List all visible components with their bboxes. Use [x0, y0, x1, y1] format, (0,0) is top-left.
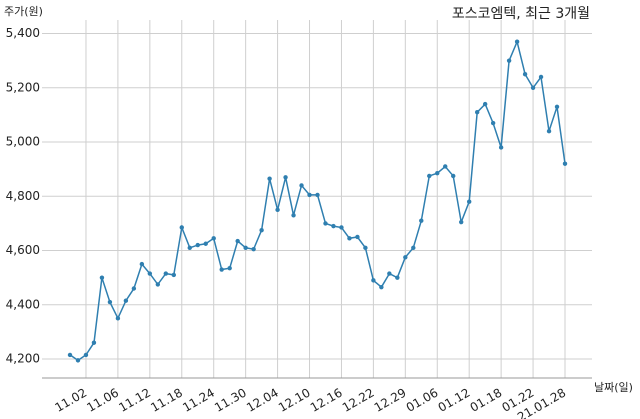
point [227, 265, 232, 271]
point [219, 267, 224, 272]
x-tick-label: 01.18 [468, 386, 505, 415]
point [363, 245, 368, 251]
point [163, 271, 169, 276]
y-tick-label: 4,600 [6, 243, 40, 257]
point [179, 225, 184, 230]
y-axis-label: 주가(원) [4, 5, 43, 18]
y-tick-label: 4,200 [6, 352, 40, 366]
point [451, 173, 456, 179]
x-tick-label: 12.22 [340, 386, 377, 415]
point [283, 175, 288, 180]
point [371, 278, 376, 283]
point [91, 340, 97, 345]
y-tick-label: 5,200 [6, 80, 40, 94]
x-tick-label: 11.24 [180, 386, 217, 415]
point [107, 299, 113, 305]
y-tick-label: 4,800 [6, 189, 40, 203]
point [331, 223, 336, 229]
point [139, 261, 145, 267]
x-tick-label: 11.18 [148, 386, 185, 415]
point [307, 192, 312, 198]
point [546, 128, 552, 134]
x-tick-label: 01.12 [436, 386, 473, 415]
point [291, 213, 296, 218]
point [387, 271, 392, 276]
point [323, 221, 328, 226]
point [427, 173, 432, 179]
point [67, 352, 73, 358]
point [459, 219, 464, 225]
point [482, 101, 488, 107]
point [419, 218, 424, 223]
y-tick-label: 4,400 [6, 297, 40, 311]
x-tick-label: 11.30 [212, 386, 249, 415]
point [339, 225, 344, 230]
y-tick-label: 5,400 [6, 26, 40, 40]
point [315, 192, 320, 198]
point [147, 271, 153, 276]
x-tick-label: 12.16 [308, 386, 345, 415]
x-tick-label: 11.06 [84, 386, 121, 415]
x-tick-label: 12.29 [372, 386, 409, 415]
point [275, 207, 280, 213]
chart-title: 포스코엠텍, 최근 3개월 [452, 6, 590, 22]
x-tick-label: 01.06 [404, 386, 441, 415]
point [379, 284, 384, 290]
x-tick-label: 11.12 [116, 386, 153, 415]
point [411, 245, 416, 251]
line [69, 39, 566, 362]
point [395, 275, 400, 280]
y-tick-label: 5,000 [6, 135, 40, 149]
point [123, 298, 129, 303]
point [115, 316, 121, 321]
point [131, 286, 137, 291]
point [403, 255, 408, 260]
point [490, 120, 496, 126]
point [498, 145, 504, 150]
point [211, 236, 216, 241]
point [355, 234, 360, 240]
point [75, 358, 81, 363]
point [474, 110, 480, 115]
point [195, 242, 200, 248]
point [243, 245, 248, 251]
point [538, 74, 544, 80]
point [235, 238, 240, 244]
point [259, 227, 264, 233]
point [506, 58, 512, 63]
point [171, 272, 176, 278]
x-tick-label: 11.02 [52, 386, 89, 415]
point [267, 176, 272, 181]
point [299, 183, 304, 188]
x-tick-label: 12.10 [276, 386, 313, 415]
point [347, 236, 352, 241]
point [562, 161, 568, 166]
point [522, 72, 528, 77]
point [435, 171, 440, 176]
point [203, 241, 208, 246]
x-axis-label: 날짜(일) [594, 380, 633, 394]
point [83, 352, 89, 358]
point [187, 245, 192, 251]
point [530, 85, 536, 91]
point [99, 275, 105, 280]
point [155, 282, 161, 287]
x-tick-label: 12.04 [244, 386, 281, 415]
point [554, 104, 560, 109]
point [466, 199, 472, 204]
point [514, 39, 520, 44]
point [251, 246, 256, 252]
point [443, 164, 448, 169]
